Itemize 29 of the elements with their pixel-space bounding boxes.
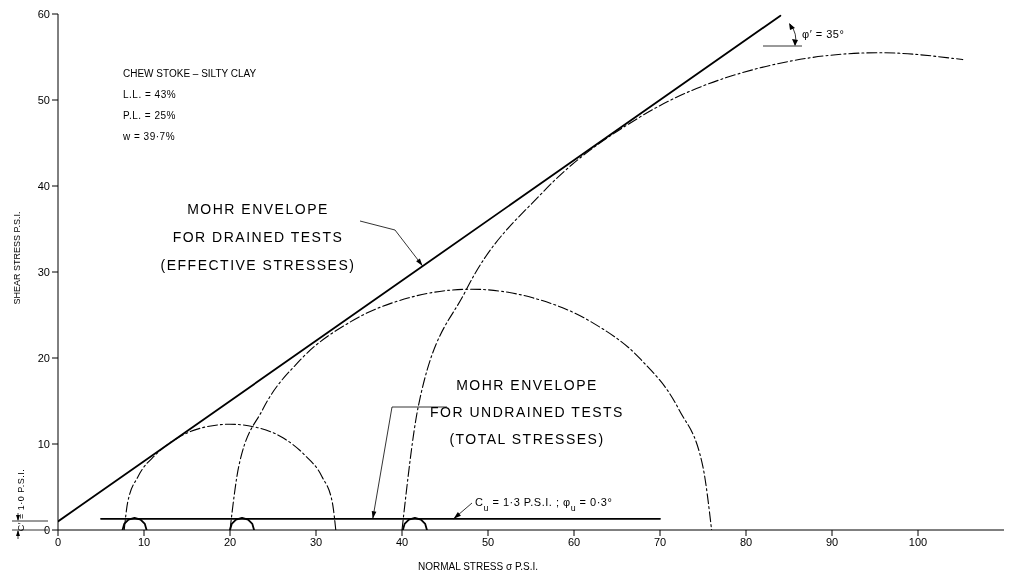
x-tick-label: 20 <box>223 535 237 548</box>
x-tick-label: 80 <box>739 535 753 548</box>
x-tick-label: 10 <box>137 535 151 548</box>
x-tick-label: 70 <box>653 535 667 548</box>
annotation: MOHR ENVELOPE FOR DRAINED TESTS (EFFECTIVE STRESSES) <box>160 201 356 273</box>
text: C′ = 1·0 P.S.I. <box>16 468 26 532</box>
y-axis-title: SHEAR STRESS P.S.I. <box>12 211 22 305</box>
y-tick-label: 10 <box>37 437 50 450</box>
y-tick-label: 0 <box>43 523 50 536</box>
y-tick-label: 30 <box>37 265 50 278</box>
annotation: MOHR ENVELOPE FOR UNDRAINED TESTS (TOTAL STRESSES) <box>430 377 624 447</box>
x-tick-label: 100 <box>908 535 928 548</box>
annotation: w = 39·7% <box>122 131 176 142</box>
text: CHEW STOKE – SILTY CLAY <box>123 68 257 79</box>
y-tick-label: 40 <box>37 179 50 192</box>
annotation: φ′ = 35° <box>802 28 845 40</box>
x-tick-label: 30 <box>309 535 323 548</box>
annotation: P.L. = 25% <box>123 110 176 121</box>
x-tick-label: 0 <box>54 535 62 548</box>
x-tick-label: 40 <box>395 535 409 548</box>
x-axis-title: NORMAL STRESS σ P.S.I. <box>417 561 539 572</box>
y-tick-label: 60 <box>37 7 50 20</box>
annotation: C$_{u}$ = 1·3 P.S.I. ; φ$_{u}$ = 0·3° <box>475 496 613 513</box>
annotation: L.L. = 43% <box>123 89 177 100</box>
x-tick-label: 90 <box>825 535 839 548</box>
y-tick-label: 20 <box>37 351 50 364</box>
x-tick-label: 60 <box>567 535 581 548</box>
x-tick-label: 50 <box>481 535 495 548</box>
y-tick-label: 50 <box>37 93 50 106</box>
